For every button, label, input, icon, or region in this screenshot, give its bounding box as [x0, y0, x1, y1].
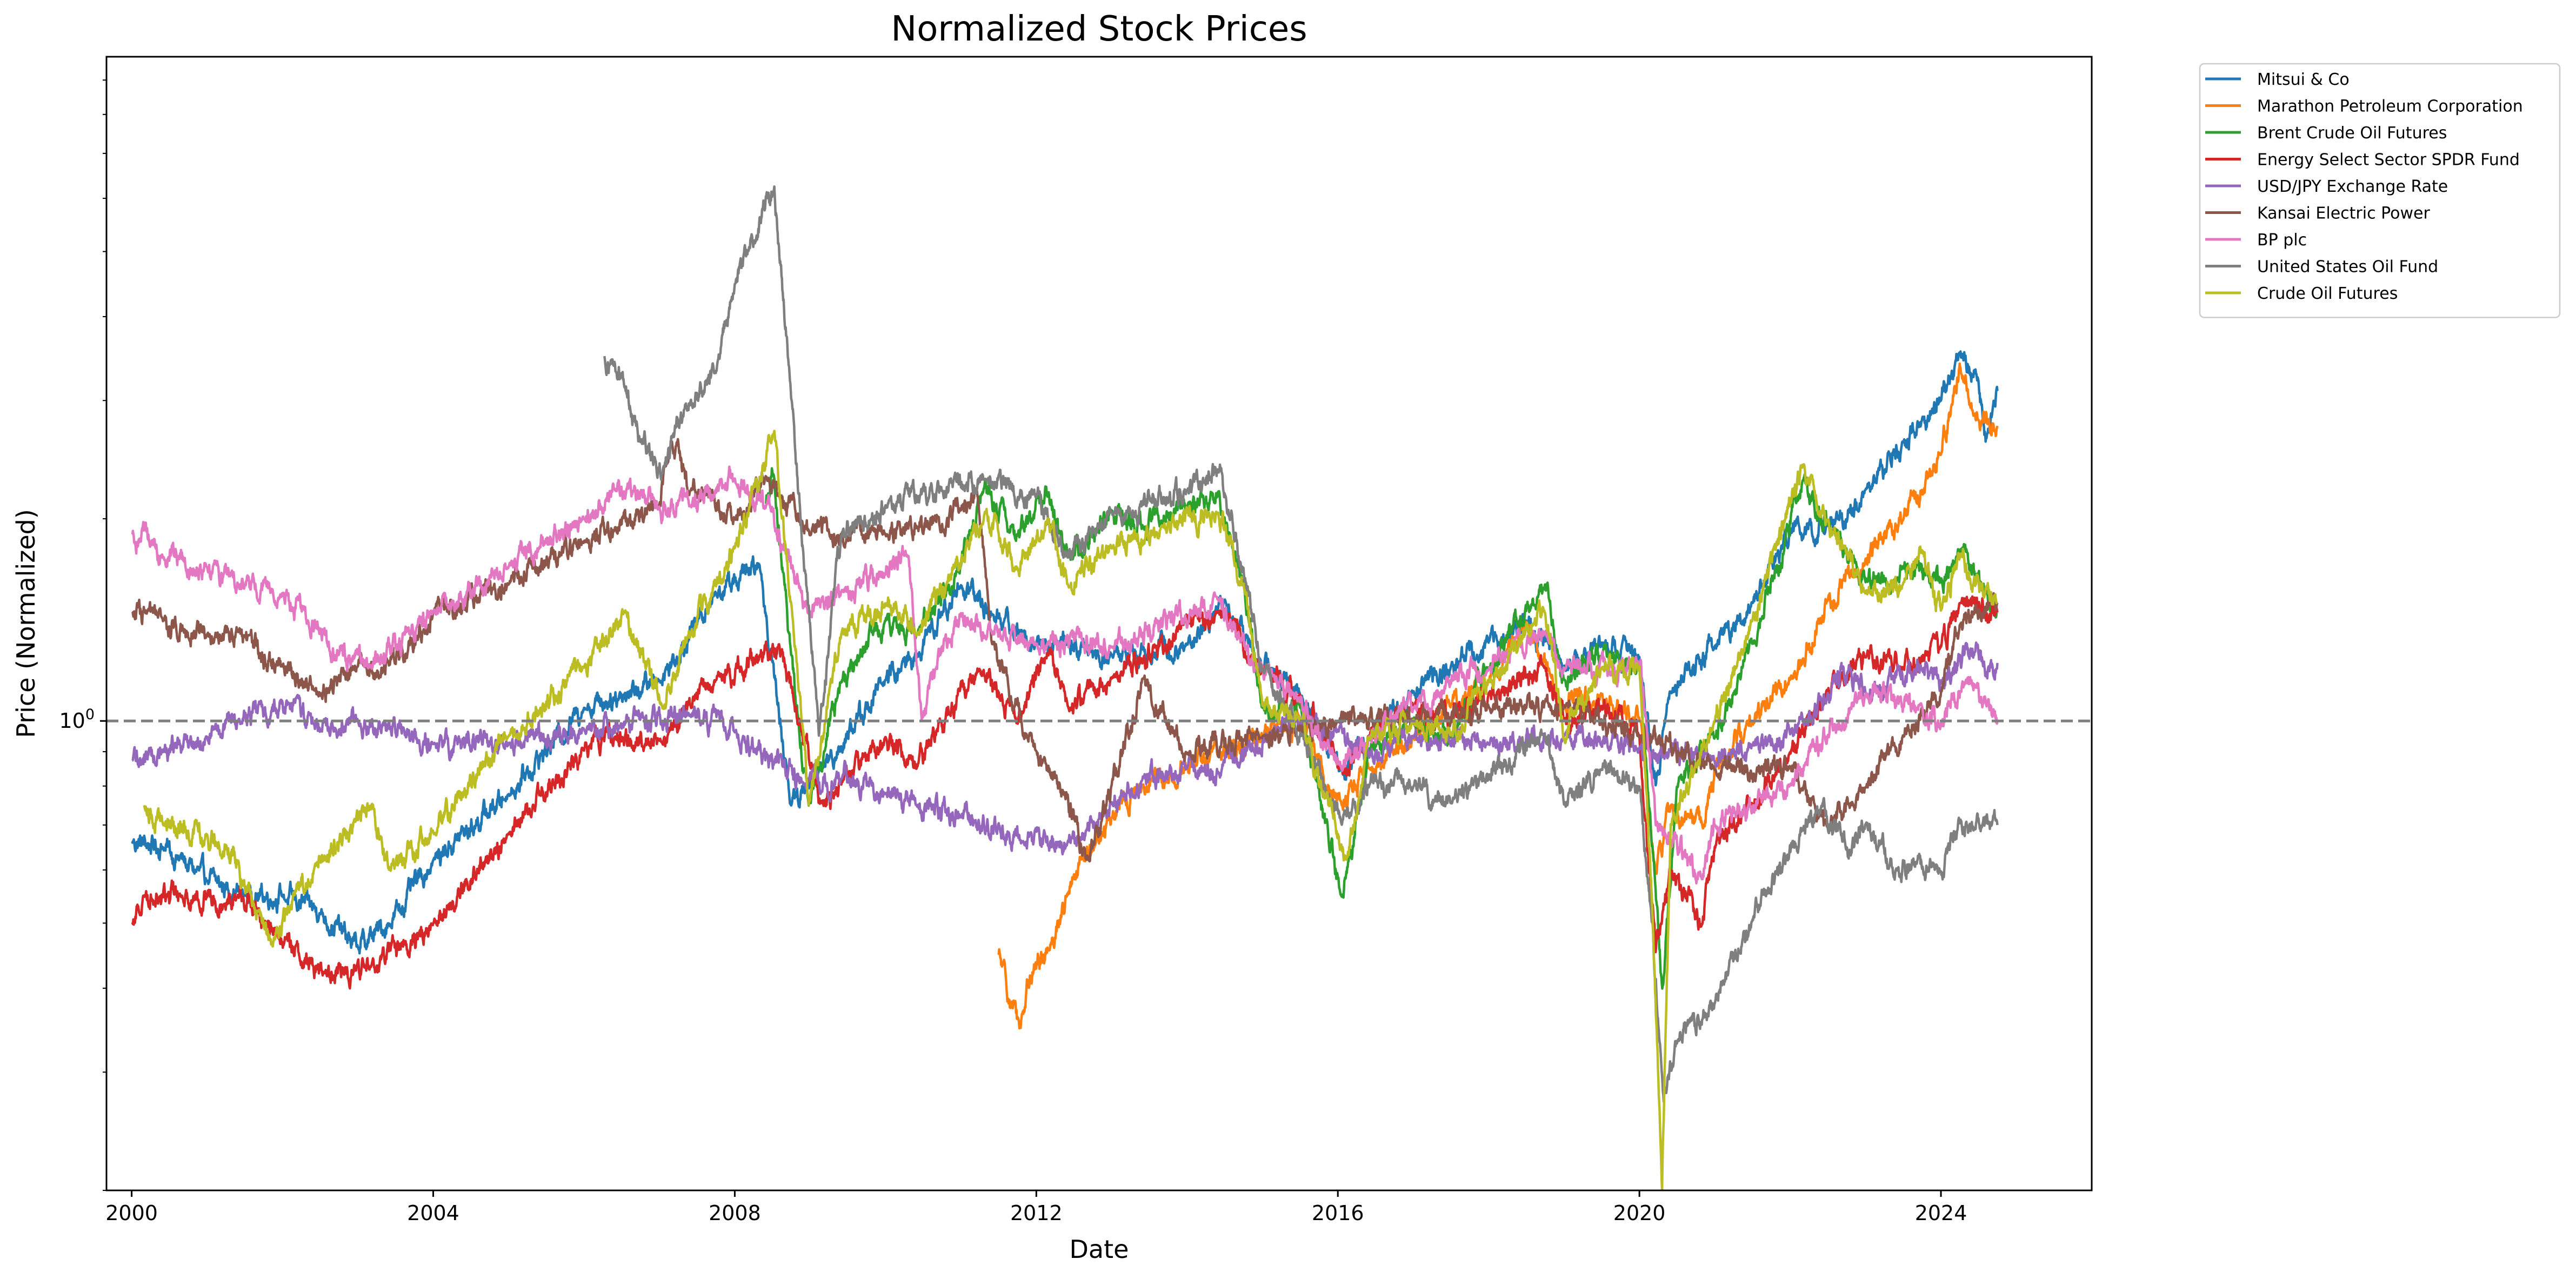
series-line-united-states-oil-fund [603, 185, 1999, 1103]
legend-label: Kansai Electric Power [2257, 204, 2431, 223]
legend-label: Mitsui & Co [2257, 70, 2350, 89]
legend-entry-mitsui-co: Mitsui & Co [2205, 70, 2350, 89]
legend-label: Brent Crude Oil Futures [2257, 124, 2447, 143]
x-axis-label: Date [1070, 1235, 1129, 1264]
legend-label: Marathon Petroleum Corporation [2257, 97, 2523, 116]
y-axis: 100 [59, 79, 106, 1191]
series-line-bp-plc [131, 465, 1999, 885]
series-lines [131, 185, 1999, 1190]
series-line-mitsui-co [131, 350, 1999, 955]
x-tick-label: 2008 [709, 1201, 761, 1225]
legend: Mitsui & Co Marathon Petroleum Corporatio… [2199, 63, 2561, 318]
legend-entry-kansai-electric-power: Kansai Electric Power [2205, 204, 2431, 223]
series-line-energy-select-sector-spdr-fund [131, 595, 1999, 990]
legend-entry-crude-oil-futures: Crude Oil Futures [2205, 284, 2398, 303]
legend-entry-bp-plc: BP plc [2205, 231, 2307, 250]
legend-entry-marathon-petroleum-corporation: Marathon Petroleum Corporation [2205, 97, 2523, 116]
x-tick-label: 2000 [105, 1201, 158, 1225]
legend-label: USD/JPY Exchange Rate [2257, 177, 2448, 196]
x-tick-label: 2024 [1915, 1201, 1967, 1225]
legend-entry-usd-jpy-exchange-rate: USD/JPY Exchange Rate [2205, 177, 2448, 196]
legend-entry-brent-crude-oil-futures: Brent Crude Oil Futures [2205, 124, 2447, 143]
x-tick-label: 2020 [1613, 1201, 1666, 1225]
series-line-crude-oil-futures [143, 430, 1998, 1190]
legend-label: Crude Oil Futures [2257, 284, 2398, 303]
y-axis-label: Price (Normalized) [11, 509, 41, 738]
plot-area [105, 56, 2093, 1191]
x-tick-label: 2004 [407, 1201, 459, 1225]
y-tick-label: 100 [59, 706, 95, 733]
x-tick-label: 2012 [1010, 1201, 1063, 1225]
chart-title: Normalized Stock Prices [891, 9, 1307, 49]
x-axis: 2000 2004 2008 2012 2016 2020 2024 [105, 1190, 1967, 1225]
legend-entry-energy-select-sector-spdr-fund: Energy Select Sector SPDR Fund [2205, 151, 2520, 170]
plot-frame [105, 56, 2093, 1191]
legend-box [2199, 63, 2561, 318]
legend-entry-united-states-oil-fund: United States Oil Fund [2205, 258, 2438, 277]
legend-label: Energy Select Sector SPDR Fund [2257, 151, 2520, 170]
legend-label: BP plc [2257, 231, 2307, 250]
x-tick-label: 2016 [1312, 1201, 1364, 1225]
legend-label: United States Oil Fund [2257, 258, 2438, 277]
